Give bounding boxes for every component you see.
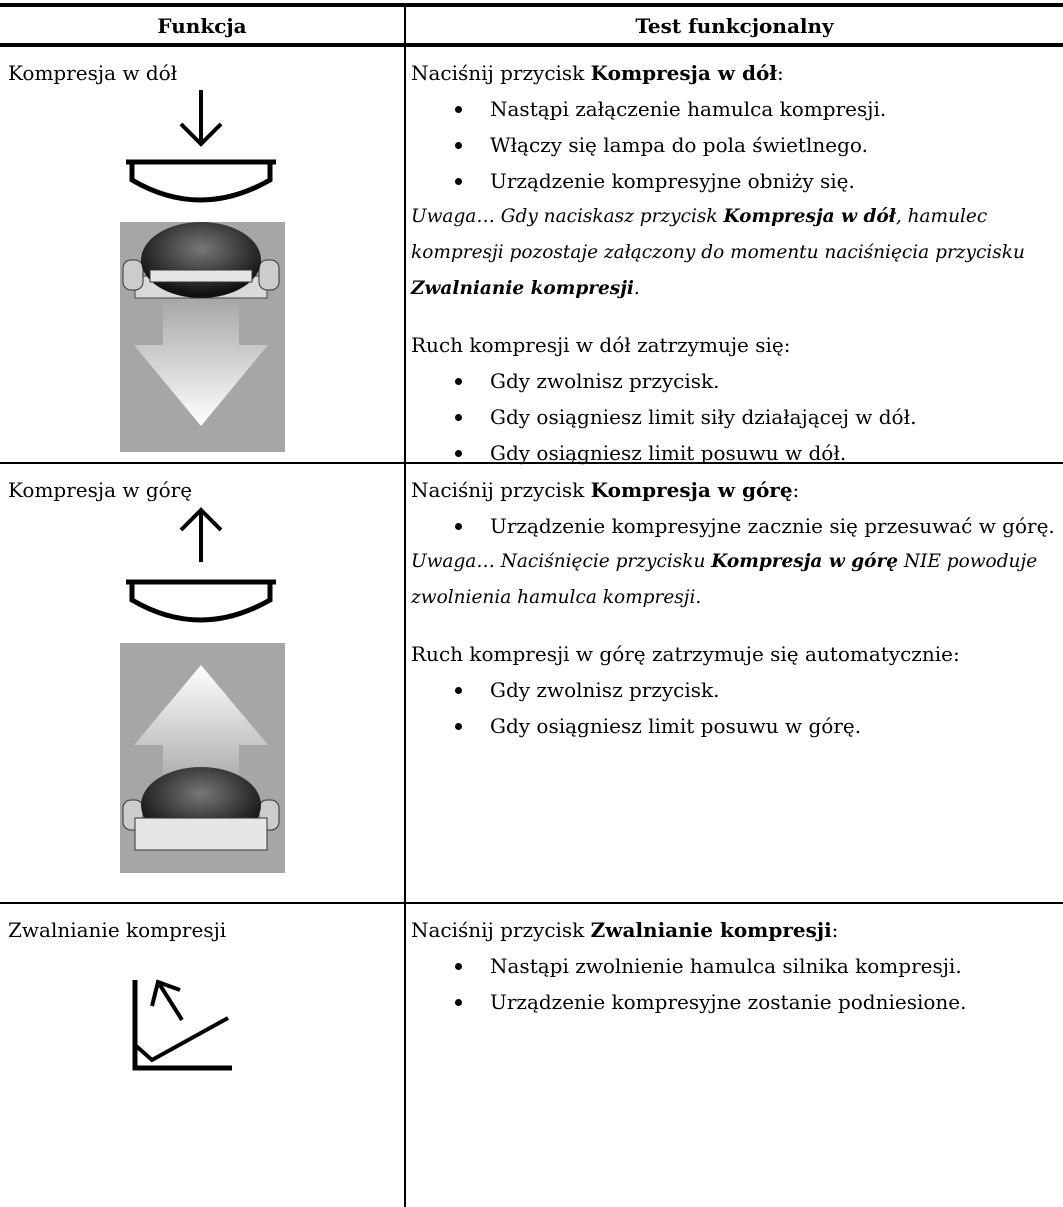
bullet-item: Gdy zwolnisz przycisk. — [455, 672, 1056, 708]
bullet-item: Gdy zwolnisz przycisk. — [455, 363, 1056, 399]
text-run: Naciśnij przycisk — [411, 918, 591, 942]
bullet-dot — [455, 723, 462, 730]
text-run: : — [792, 478, 800, 502]
bullet-text: Urządzenie kompresyjne zacznie się przes… — [490, 513, 1055, 538]
bullet-item: Nastąpi załączenie hamulca kompresji. — [455, 91, 1056, 127]
text-run: : — [831, 918, 839, 942]
test-cell: Naciśnij przycisk Zwalnianie kompresji: N… — [411, 912, 1056, 1020]
button-name: Kompresja w górę — [590, 478, 793, 502]
bullet-text: Gdy osiągniesz limit posuwu w górę. — [490, 713, 862, 738]
bullet-dot — [455, 450, 462, 457]
text-run: NIE powoduje zwolnienia hamulca kompresj… — [411, 551, 1038, 608]
bullet-dot — [455, 378, 462, 385]
bullet-item: Włączy się lampa do pola świetlnego. — [455, 127, 1056, 163]
button-name: Zwalnianie kompresji — [590, 918, 832, 942]
bullet-text: Gdy zwolnisz przycisk. — [490, 677, 720, 702]
text-run: Uwaga… Gdy naciskasz przycisk — [411, 206, 724, 227]
compression-up-icon — [120, 507, 285, 873]
column-divider — [404, 7, 406, 1207]
bullet-dot — [455, 523, 462, 530]
row-border — [0, 902, 1063, 904]
button-name: Kompresja w dół — [723, 206, 896, 227]
function-name: Kompresja w dół — [8, 61, 178, 85]
stop-intro: Ruch kompresji w górę zatrzymuje się aut… — [411, 642, 960, 666]
bullet-list: Gdy zwolnisz przycisk. Gdy osiągniesz lim… — [411, 672, 1056, 744]
intro: Naciśnij przycisk Zwalnianie kompresji: — [411, 912, 1056, 948]
compression-down-icon — [120, 90, 285, 452]
test-cell: Naciśnij przycisk Kompresja w górę: Urząd… — [411, 472, 1056, 744]
bullet-item: Urządzenie kompresyjne zacznie się przes… — [455, 508, 1056, 544]
bullet-list: Nastąpi załączenie hamulca kompresji. Włą… — [411, 91, 1056, 199]
text-run: Uwaga… Naciśnięcie przycisku — [411, 551, 712, 572]
stop-intro: Ruch kompresji w dół zatrzymuje się: — [411, 333, 791, 357]
bullet-item: Gdy osiągniesz limit siły działającej w … — [455, 399, 1056, 435]
bullet-text: Gdy osiągniesz limit siły działającej w … — [490, 404, 917, 429]
button-name: Kompresja w dół — [590, 61, 777, 85]
bullet-dot — [455, 999, 462, 1006]
button-name: Kompresja w górę — [711, 551, 898, 572]
header-cell: Funkcja — [157, 14, 247, 38]
bullet-text: Urządzenie kompresyjne obniży się. — [490, 168, 855, 193]
text-run: : — [776, 61, 784, 85]
intro: Naciśnij przycisk Kompresja w górę: — [411, 472, 1056, 508]
bullet-dot — [455, 106, 462, 113]
bullet-list: Gdy zwolnisz przycisk. Gdy osiągniesz lim… — [411, 363, 1056, 471]
row-border — [0, 462, 1063, 464]
text-run: . — [633, 278, 640, 299]
header-cell: Test funkcjonalny — [635, 14, 834, 38]
intro: Naciśnij przycisk Kompresja w dół: — [411, 55, 1056, 91]
note: Uwaga… Gdy naciskasz przycisk Kompresja … — [411, 199, 1056, 307]
bullet-text: Gdy osiągniesz limit posuwu w dół. — [490, 440, 847, 465]
bullet-item: Gdy osiągniesz limit posuwu w górę. — [455, 708, 1056, 744]
bullet-list: Nastąpi zwolnienie hamulca silnika kompr… — [411, 948, 1056, 1020]
text-run: , hamulec kompresji pozostaje załączony … — [411, 206, 1025, 263]
bullet-dot — [455, 142, 462, 149]
test-cell: Naciśnij przycisk Kompresja w dół: Nastąp… — [411, 55, 1056, 471]
bullet-text: Gdy zwolnisz przycisk. — [490, 368, 720, 393]
bullet-item: Urządzenie kompresyjne zostanie podniesi… — [455, 984, 1056, 1020]
bullet-text: Urządzenie kompresyjne zostanie podniesi… — [490, 989, 967, 1014]
bullet-text: Nastąpi zwolnienie hamulca silnika kompr… — [490, 953, 962, 978]
compression-release-icon — [132, 979, 232, 1071]
button-name: Zwalnianie kompresji — [411, 278, 634, 299]
bullet-item: Urządzenie kompresyjne obniży się. — [455, 163, 1056, 199]
bullet-dot — [455, 178, 462, 185]
bullet-text: Włączy się lampa do pola świetlnego. — [490, 132, 868, 157]
bullet-dot — [455, 687, 462, 694]
table-top-border — [0, 3, 1063, 7]
function-name: Kompresja w górę — [8, 478, 193, 502]
bullet-text: Nastąpi załączenie hamulca kompresji. — [490, 96, 887, 121]
bullet-item: Nastąpi zwolnienie hamulca silnika kompr… — [455, 948, 1056, 984]
bullet-dot — [455, 414, 462, 421]
bullet-dot — [455, 963, 462, 970]
note: Uwaga… Naciśnięcie przycisku Kompresja w… — [411, 544, 1056, 616]
bullet-list: Urządzenie kompresyjne zacznie się przes… — [411, 508, 1056, 544]
header-border — [0, 43, 1063, 47]
text-run: Naciśnij przycisk — [411, 61, 591, 85]
bullet-item: Gdy osiągniesz limit posuwu w dół. — [455, 435, 1056, 471]
function-name: Zwalnianie kompresji — [8, 918, 227, 942]
text-run: Naciśnij przycisk — [411, 478, 591, 502]
